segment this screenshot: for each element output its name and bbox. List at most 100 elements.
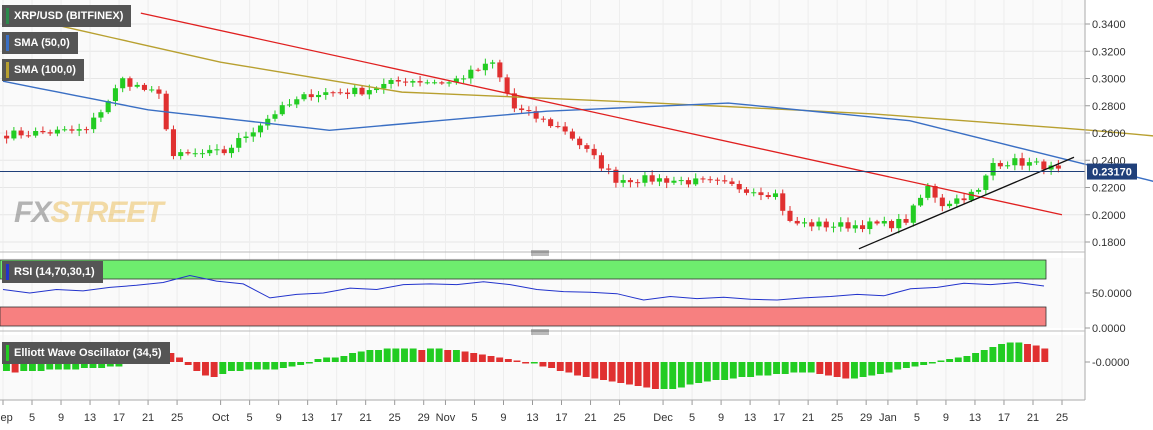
date-tick-label: 25 xyxy=(389,412,401,424)
candle-body xyxy=(91,117,97,130)
candle-body xyxy=(352,87,358,95)
watermark-street: STREET xyxy=(50,196,163,229)
candle-body xyxy=(294,99,300,105)
ewo-bar xyxy=(1032,345,1040,362)
ewo-bar xyxy=(574,362,582,376)
candle-body xyxy=(461,78,467,80)
ewo-bar xyxy=(1024,344,1031,362)
candle-body xyxy=(606,168,612,170)
date-tick-label: 5 xyxy=(914,412,920,424)
ewo-bar xyxy=(470,353,478,362)
current-price-tag xyxy=(1087,163,1137,180)
candle-body xyxy=(98,112,104,118)
rsi-swatch xyxy=(6,264,9,280)
date-tick-label: Sep xyxy=(0,412,13,424)
candle-body xyxy=(432,82,438,84)
ewo-bar xyxy=(262,362,270,370)
candle-body xyxy=(417,81,423,83)
ewo-bar xyxy=(210,362,218,377)
ewo-bar xyxy=(989,347,997,362)
ewo-bar xyxy=(357,351,365,362)
date-tick-label: 25 xyxy=(831,412,843,424)
ewo-tick-label: -0.0000 xyxy=(1092,357,1129,369)
candle-body xyxy=(395,80,401,82)
candle-body xyxy=(120,78,126,89)
ewo-bar xyxy=(790,362,798,373)
candle-body xyxy=(910,205,916,223)
candle-body xyxy=(446,82,452,84)
candle-body xyxy=(134,84,140,87)
ewo-bar xyxy=(305,362,313,364)
ewo-bar xyxy=(998,344,1006,362)
sma50-swatch xyxy=(6,35,9,51)
date-tick-label: 9 xyxy=(943,412,949,424)
candle-body xyxy=(519,108,525,111)
candle-body xyxy=(199,153,206,155)
main-panel-bg xyxy=(0,0,1085,250)
ewo-bar xyxy=(539,362,547,367)
ewo-bar xyxy=(850,362,858,379)
candle-body xyxy=(127,78,133,87)
candle-body xyxy=(315,94,322,98)
ewo-bar xyxy=(193,362,201,371)
ewo-bar xyxy=(392,348,400,362)
candle-body xyxy=(257,125,264,133)
ewo-bar xyxy=(920,362,928,365)
candle-body xyxy=(649,175,655,182)
date-tick-label: 13 xyxy=(84,412,96,424)
ewo-bar xyxy=(980,350,988,362)
candle-body xyxy=(903,218,909,223)
candle-body xyxy=(388,80,394,84)
candle-body xyxy=(105,101,111,113)
rsi-tick-label: 0.0000 xyxy=(1092,323,1126,335)
legend-pair: XRP/USD (BITFINEX) xyxy=(2,5,132,27)
ewo-bar xyxy=(894,362,902,370)
ewo-bar xyxy=(435,348,443,362)
ewo-bar xyxy=(253,362,261,370)
candle-body xyxy=(221,149,227,154)
candle-body xyxy=(787,210,793,221)
ewo-bar xyxy=(331,357,339,362)
ewo-bar xyxy=(202,362,209,376)
ewo-bar xyxy=(660,362,668,389)
candle-body xyxy=(635,182,641,184)
candle-body xyxy=(504,77,510,94)
date-tick-label: Oct xyxy=(212,412,229,424)
candle-body xyxy=(170,129,176,157)
ewo-bar xyxy=(401,348,408,362)
date-tick-label: 9 xyxy=(718,412,724,424)
candle-body xyxy=(178,152,184,157)
ewo-bar xyxy=(582,362,590,377)
fxstreet-watermark: FXSTREET xyxy=(14,196,164,230)
current-price-label: 0.23170 xyxy=(1092,167,1132,179)
ewo-bar xyxy=(608,362,616,382)
rsi-overbought-zone xyxy=(0,259,1047,280)
legend-pair-label: XRP/USD (BITFINEX) xyxy=(14,10,124,22)
date-tick-label: Nov xyxy=(436,412,456,424)
watermark-fx: FX xyxy=(14,196,51,229)
ewo-bar xyxy=(461,351,469,362)
candle-body xyxy=(141,84,147,90)
candle-body xyxy=(591,148,597,156)
ewo-bar xyxy=(504,359,512,362)
candle-body xyxy=(722,180,728,182)
candle-body xyxy=(968,191,974,201)
candle-body xyxy=(149,89,155,91)
candle-body xyxy=(424,82,430,84)
ewo-bar xyxy=(677,362,685,388)
ewo-bar xyxy=(773,362,781,374)
date-tick-label: 21 xyxy=(1027,412,1039,424)
ewo-bar xyxy=(314,359,322,362)
ewo-bar xyxy=(444,350,452,362)
ewo-bar xyxy=(799,362,806,373)
date-tick-label: 17 xyxy=(331,412,343,424)
candle-body xyxy=(881,221,887,224)
candle-body xyxy=(1041,161,1047,170)
ewo-bar xyxy=(868,362,876,376)
candle-body xyxy=(4,135,10,139)
ewo-bar xyxy=(513,360,521,362)
legend-rsi-label: RSI (14,70,30,1) xyxy=(14,266,95,278)
candle-body xyxy=(729,181,735,185)
ewo-bar xyxy=(418,350,426,362)
